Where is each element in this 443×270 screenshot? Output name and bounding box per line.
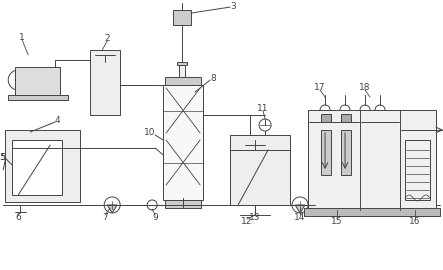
Circle shape [194,111,198,115]
Bar [308,110,436,210]
Circle shape [169,148,173,152]
Circle shape [194,163,198,167]
Circle shape [186,171,190,175]
Circle shape [104,197,120,213]
Text: 15: 15 [331,217,343,227]
Circle shape [186,126,190,130]
Circle shape [375,105,385,115]
Circle shape [169,96,173,100]
Bar [165,200,201,208]
Text: 4: 4 [54,116,60,124]
Circle shape [186,111,190,115]
Circle shape [177,103,181,107]
Circle shape [194,96,198,100]
Bar [173,10,191,25]
Text: 12: 12 [241,217,253,227]
Circle shape [177,119,181,123]
Circle shape [186,163,190,167]
Circle shape [177,171,181,175]
Text: 1: 1 [19,33,25,42]
Circle shape [320,105,330,115]
Text: 10: 10 [144,127,156,137]
Circle shape [186,96,190,100]
Circle shape [41,73,55,87]
Circle shape [169,126,173,130]
Bar [321,130,331,175]
Text: 11: 11 [257,103,269,113]
Text: 18: 18 [359,83,371,92]
Text: 7: 7 [102,214,108,222]
Circle shape [58,166,66,174]
Bar [90,50,120,115]
Circle shape [194,103,198,107]
Text: 17: 17 [315,83,326,92]
Circle shape [169,178,173,182]
Circle shape [186,103,190,107]
Circle shape [169,155,173,159]
Circle shape [147,200,157,210]
Bar [341,114,351,122]
Circle shape [340,105,350,115]
Bar [321,114,331,122]
Circle shape [194,171,198,175]
Text: 14: 14 [295,214,306,222]
Bar [15,67,60,95]
Circle shape [177,178,181,182]
Circle shape [194,119,198,123]
Bar [163,85,203,200]
Circle shape [169,111,173,115]
Circle shape [186,178,190,182]
Text: 16: 16 [409,217,421,227]
Text: 9: 9 [152,214,158,222]
Bar [341,130,351,175]
Circle shape [8,70,28,90]
Polygon shape [295,205,305,213]
Circle shape [194,148,198,152]
Circle shape [194,178,198,182]
Circle shape [186,155,190,159]
Bar [165,77,201,85]
Bar [12,140,62,195]
Circle shape [177,148,181,152]
Bar [304,208,440,216]
Circle shape [360,105,370,115]
Text: 8: 8 [210,73,216,83]
Circle shape [186,148,190,152]
Circle shape [194,155,198,159]
Circle shape [28,73,42,87]
Circle shape [169,119,173,123]
Text: 3: 3 [230,2,236,11]
Bar [230,135,290,205]
Text: 2: 2 [105,33,110,43]
Text: 5: 5 [0,153,6,163]
Circle shape [259,119,271,131]
Text: 13: 13 [249,214,261,222]
Polygon shape [107,205,117,213]
Bar [405,140,430,200]
Circle shape [169,171,173,175]
Circle shape [177,96,181,100]
Bar [5,130,80,202]
Circle shape [169,103,173,107]
Circle shape [194,126,198,130]
Bar [179,65,185,85]
Circle shape [177,111,181,115]
Circle shape [186,119,190,123]
Bar [177,83,187,87]
Bar [8,95,68,100]
Circle shape [292,197,308,213]
Circle shape [177,163,181,167]
Text: 6: 6 [16,214,21,222]
Circle shape [177,155,181,159]
Text: 5: 5 [0,153,5,163]
Circle shape [177,126,181,130]
Bar [177,62,187,65]
Circle shape [169,163,173,167]
